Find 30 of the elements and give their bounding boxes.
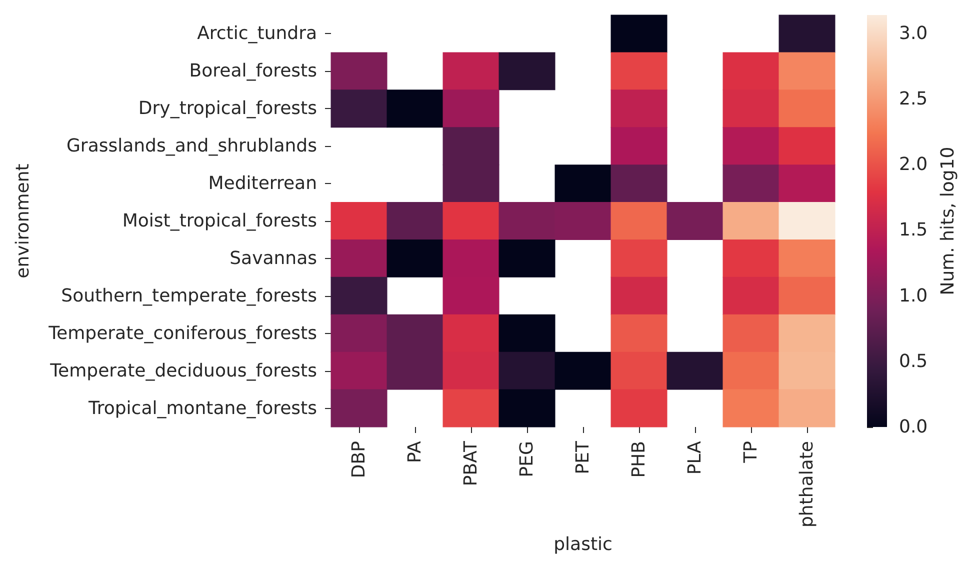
color-bar-title: Num. hits, log10 — [938, 146, 958, 296]
y-tick-label: Temperate_coniferous_forests — [48, 322, 317, 344]
color-bar-label: 0.0 — [899, 416, 928, 438]
x-tick-label: PA — [404, 440, 426, 464]
y-tick-label: Moist_tropical_forests — [122, 210, 317, 232]
y-axis-title: environment — [12, 164, 34, 278]
color-bar-label: 1.5 — [899, 220, 928, 241]
y-tick-label: Savannas — [230, 248, 317, 269]
color-bar-label: 3.0 — [899, 22, 928, 44]
y-tick-label: Mediterrean — [208, 173, 317, 194]
color-bar-label: 2.5 — [899, 88, 928, 110]
y-tick-label: Temperate_deciduous_forests — [49, 360, 317, 382]
x-tick-label: PHB — [628, 441, 650, 478]
x-tick-label: TP — [740, 440, 762, 464]
y-tick-label: Arctic_tundra — [197, 23, 317, 44]
color-bar-label: 2.0 — [899, 154, 928, 176]
x-tick-label: phthalate — [796, 441, 818, 528]
x-axis-title: plastic — [554, 534, 612, 555]
y-tick-label: Southern_temperate_forests — [61, 285, 317, 306]
color-bar-label: 1.0 — [899, 285, 928, 306]
x-tick-label: PET — [572, 440, 594, 474]
y-tick-label: Boreal_forests — [189, 60, 317, 82]
x-tick-label: PEG — [516, 441, 538, 478]
x-tick-label: PLA — [684, 440, 706, 475]
x-tick-label: DBP — [348, 440, 370, 478]
color-bar-label: 0.5 — [899, 350, 928, 372]
y-tick-label: Grasslands_and_shrublands — [66, 136, 317, 157]
x-tick-label: PBAT — [460, 440, 482, 486]
y-tick-label: Tropical_montane_forests — [88, 398, 317, 419]
y-tick-label: Dry_tropical_forests — [138, 98, 317, 120]
